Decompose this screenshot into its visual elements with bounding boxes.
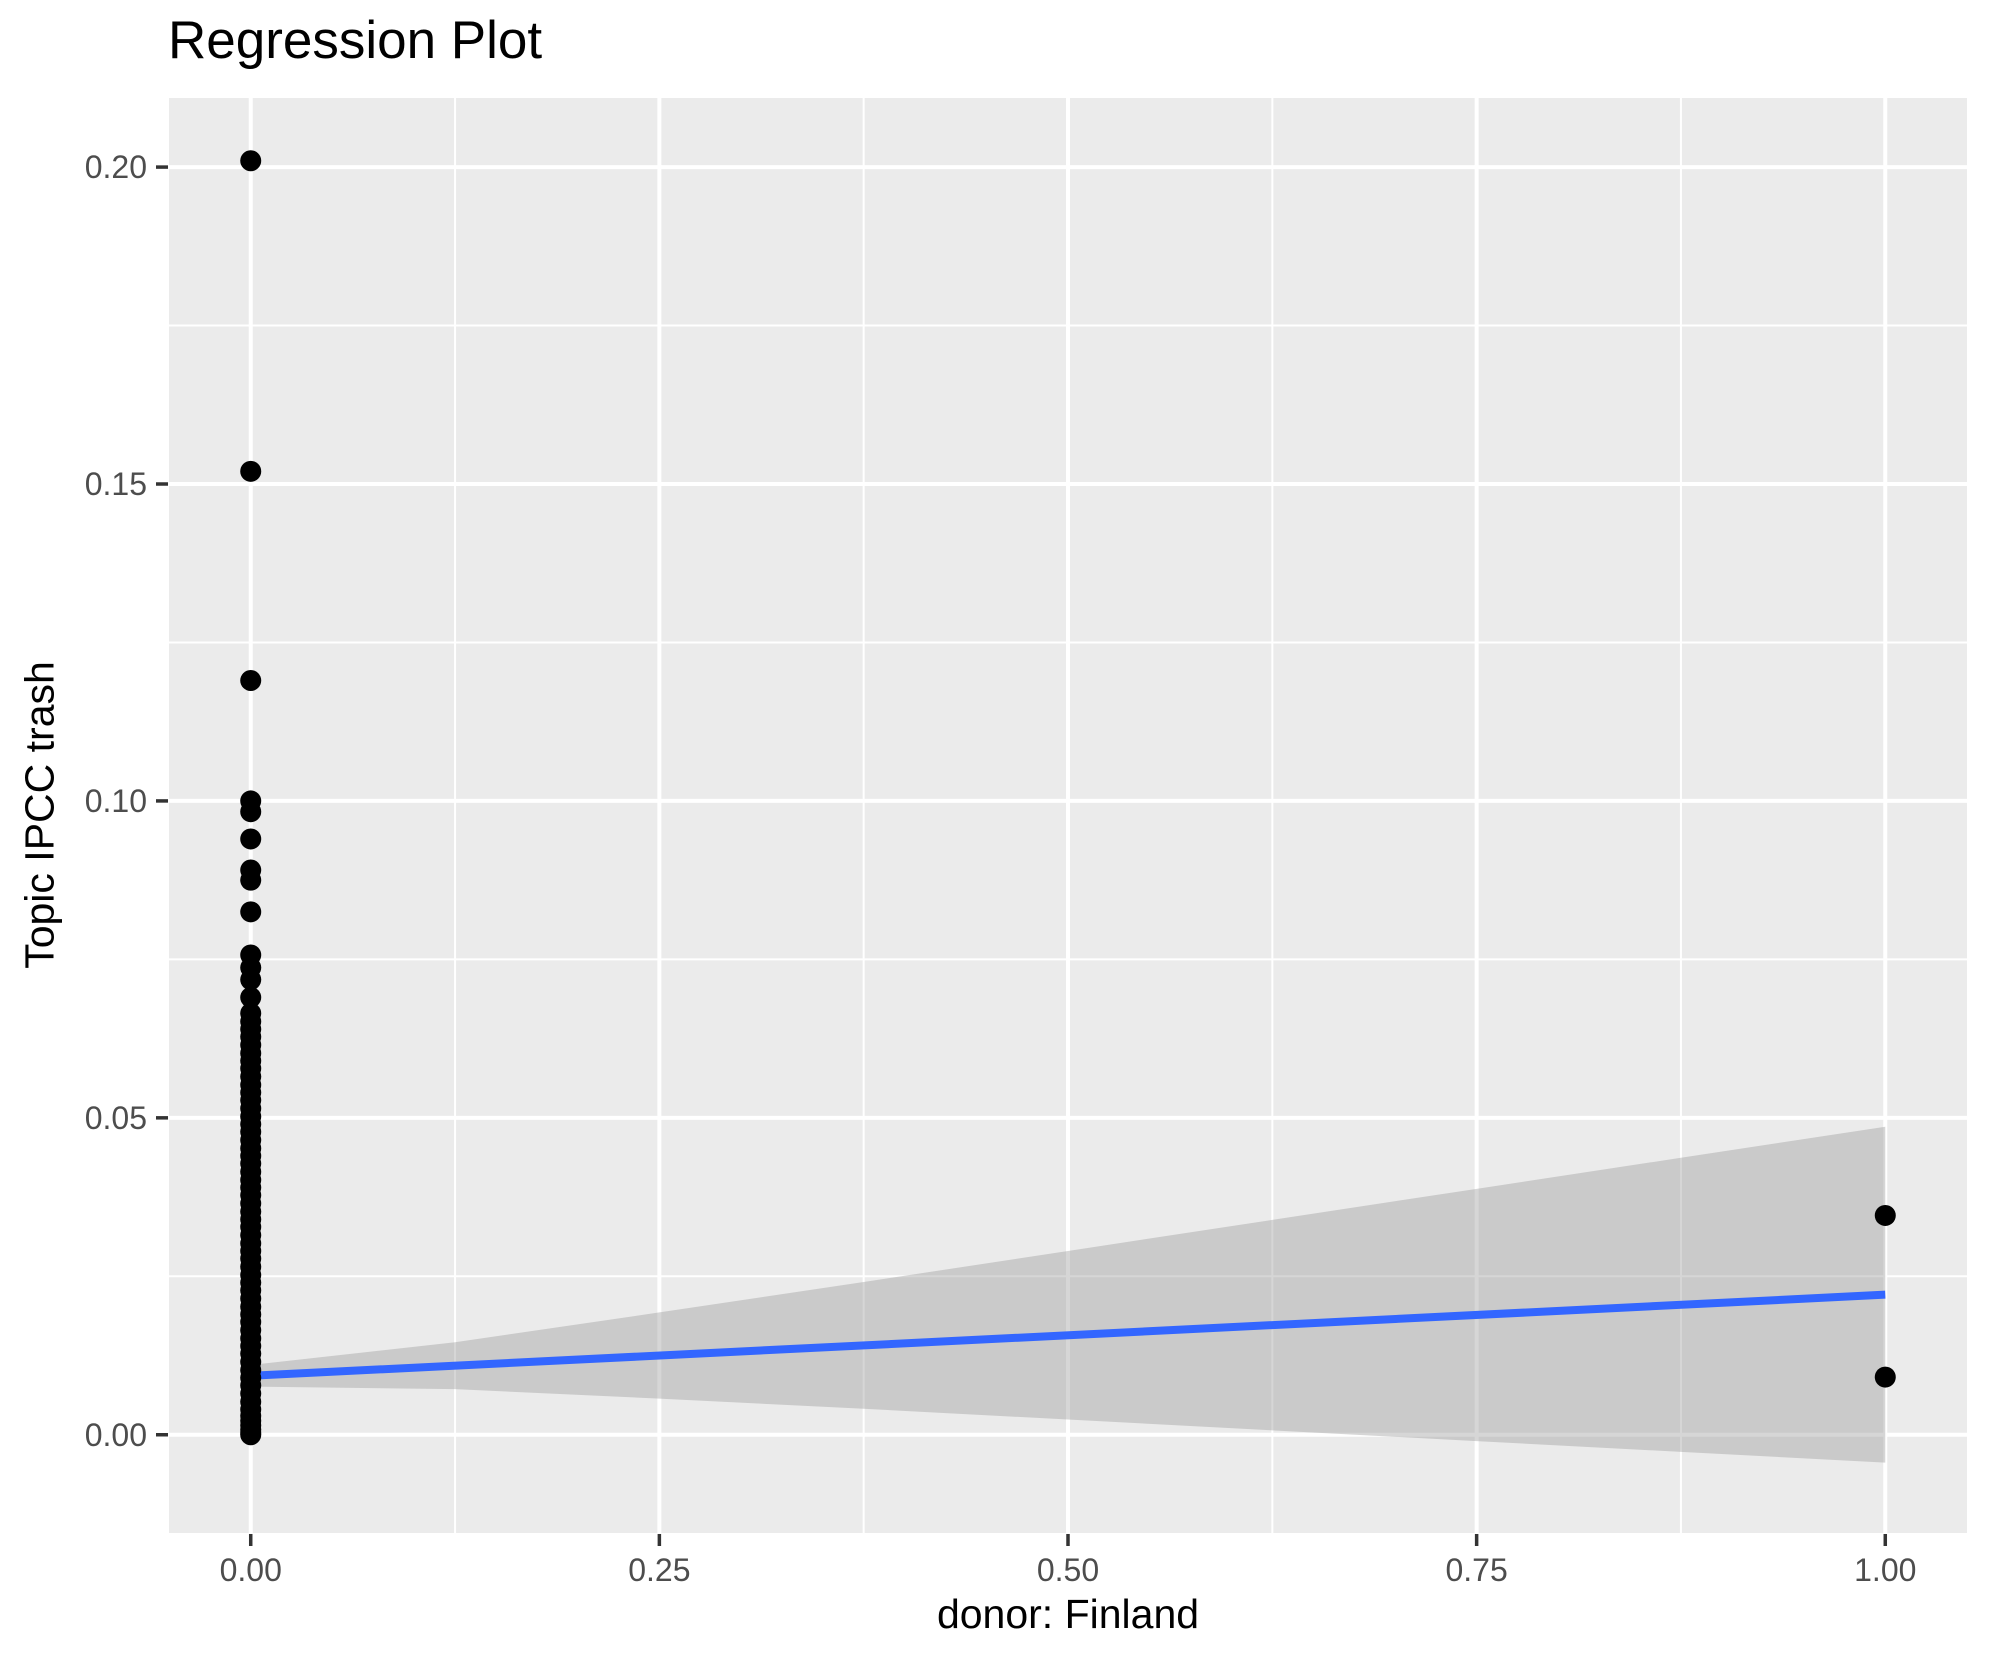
y-axis-title: Topic IPCC trash (16, 661, 63, 969)
y-tick-label: 0.05 (85, 1100, 147, 1136)
y-tick-label: 0.15 (85, 466, 147, 502)
regression-line (250, 1290, 1886, 1380)
x-tick-label: 0.00 (220, 1552, 282, 1588)
data-point (240, 801, 262, 823)
y-tick-label: 0.00 (85, 1417, 147, 1453)
data-point (240, 901, 262, 923)
data-point (240, 986, 262, 1008)
x-tick-label: 0.25 (628, 1552, 690, 1588)
y-tick-label: 0.20 (85, 149, 147, 185)
data-point (1874, 1204, 1896, 1226)
confidence-band (250, 1126, 1886, 1463)
x-axis-title: donor: Finland (936, 1591, 1200, 1637)
data-point (240, 1424, 262, 1446)
x-tick-label: 0.75 (1445, 1552, 1507, 1588)
x-tick-label: 0.50 (1037, 1552, 1099, 1588)
x-tick-label: 1.00 (1854, 1552, 1916, 1588)
data-point (240, 460, 262, 482)
plot-title: Regression Plot (168, 11, 543, 70)
y-tick-label: 0.10 (85, 783, 147, 819)
data-point (240, 150, 262, 172)
data-point (240, 869, 262, 891)
data-point (240, 828, 262, 850)
data-point (1874, 1366, 1896, 1388)
data-point (240, 669, 262, 691)
data-point (240, 969, 262, 991)
